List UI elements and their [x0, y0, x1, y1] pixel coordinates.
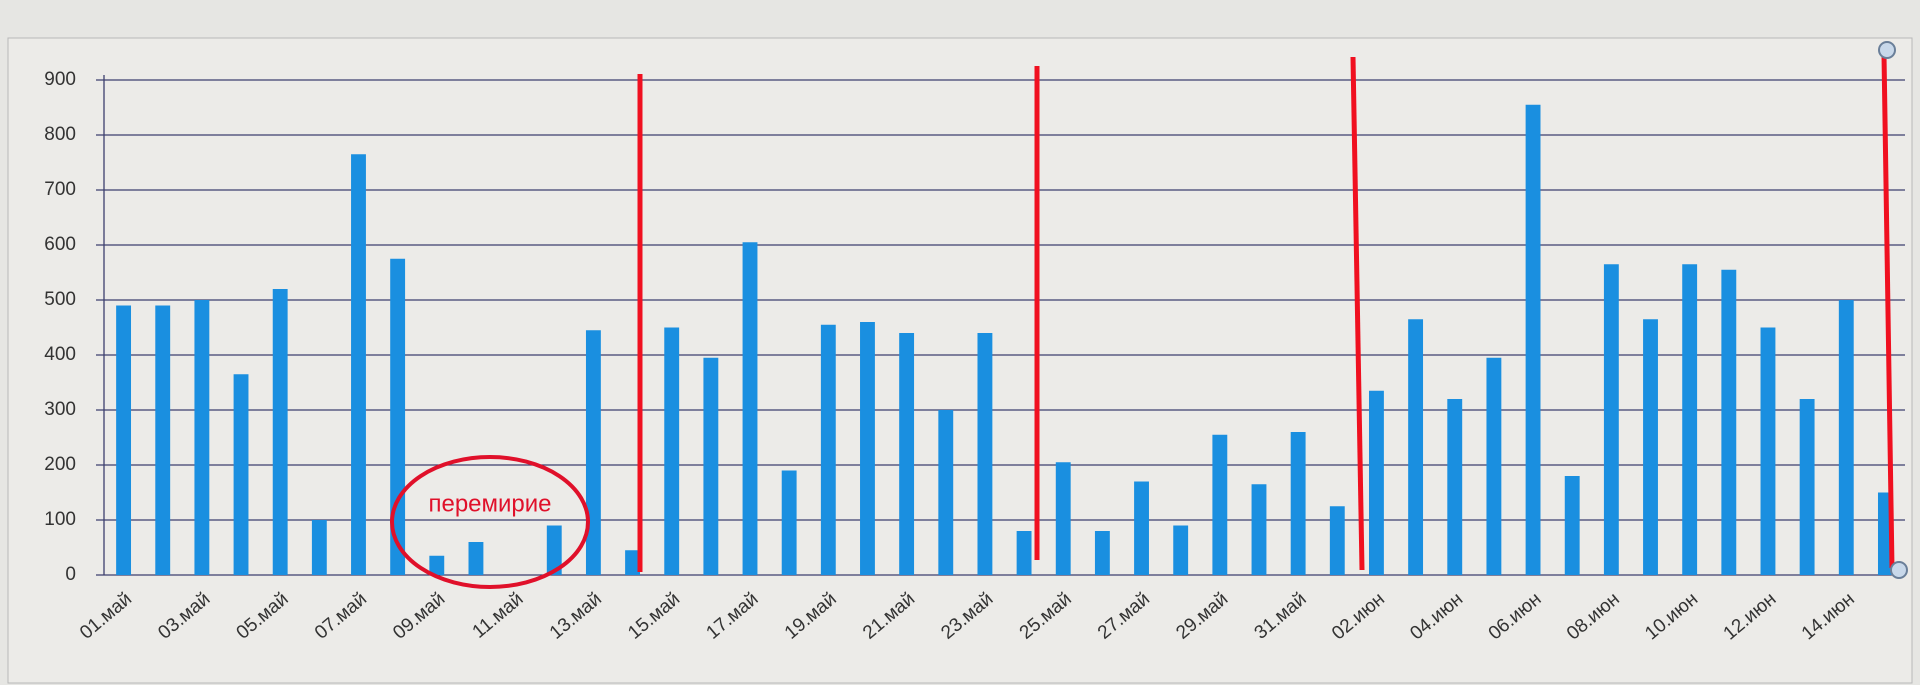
bar [1799, 399, 1815, 575]
bar [1603, 264, 1619, 575]
y-tick-label: 600 [44, 234, 76, 255]
bar [272, 289, 288, 575]
bar [977, 333, 993, 575]
bar [1134, 481, 1149, 575]
bar [311, 520, 327, 575]
bar [429, 555, 445, 575]
bar [585, 330, 601, 575]
resize-handle[interactable] [1890, 561, 1908, 579]
bar [1525, 104, 1541, 575]
bar [1173, 525, 1189, 575]
bar [233, 374, 249, 575]
bar [664, 327, 680, 575]
bar [1251, 484, 1267, 575]
bar [1760, 327, 1776, 575]
bar [860, 322, 875, 575]
red-line [1350, 56, 1365, 571]
bar [1408, 319, 1424, 575]
y-tick-label: 700 [44, 179, 76, 200]
bar [468, 542, 484, 575]
y-tick-label: 100 [44, 509, 76, 530]
bar [1721, 269, 1737, 575]
bar [781, 470, 797, 575]
bar [1369, 390, 1384, 575]
bar [1682, 264, 1698, 575]
bar [194, 300, 210, 575]
y-tick-label: 300 [44, 399, 76, 420]
bar [820, 324, 836, 575]
bar [938, 410, 954, 575]
y-tick-label: 800 [44, 124, 76, 145]
bar [1055, 462, 1071, 575]
bar [899, 333, 915, 575]
resize-handle[interactable] [1878, 41, 1896, 59]
y-tick-label: 200 [44, 454, 76, 475]
bar [1212, 434, 1228, 575]
bar [703, 357, 719, 575]
annotation: перемирие [428, 490, 551, 517]
bar [742, 242, 758, 575]
bar [1564, 476, 1580, 575]
y-tick-label: 500 [44, 289, 76, 310]
bar [1329, 506, 1345, 575]
bar [351, 154, 366, 575]
bar [116, 305, 132, 575]
bar [1016, 531, 1032, 575]
y-tick-label: 900 [44, 69, 76, 90]
y-tick-label: 0 [65, 564, 76, 585]
annotation-circle [390, 455, 590, 589]
bar [1094, 531, 1110, 575]
bar [1486, 357, 1502, 575]
bar [1643, 319, 1658, 575]
red-line [1881, 54, 1895, 569]
bar [546, 525, 562, 575]
bar [1447, 399, 1463, 575]
bar [1290, 432, 1306, 575]
bar [1838, 300, 1854, 575]
bar [155, 305, 171, 575]
y-tick-label: 400 [44, 344, 76, 365]
bar [625, 550, 640, 575]
